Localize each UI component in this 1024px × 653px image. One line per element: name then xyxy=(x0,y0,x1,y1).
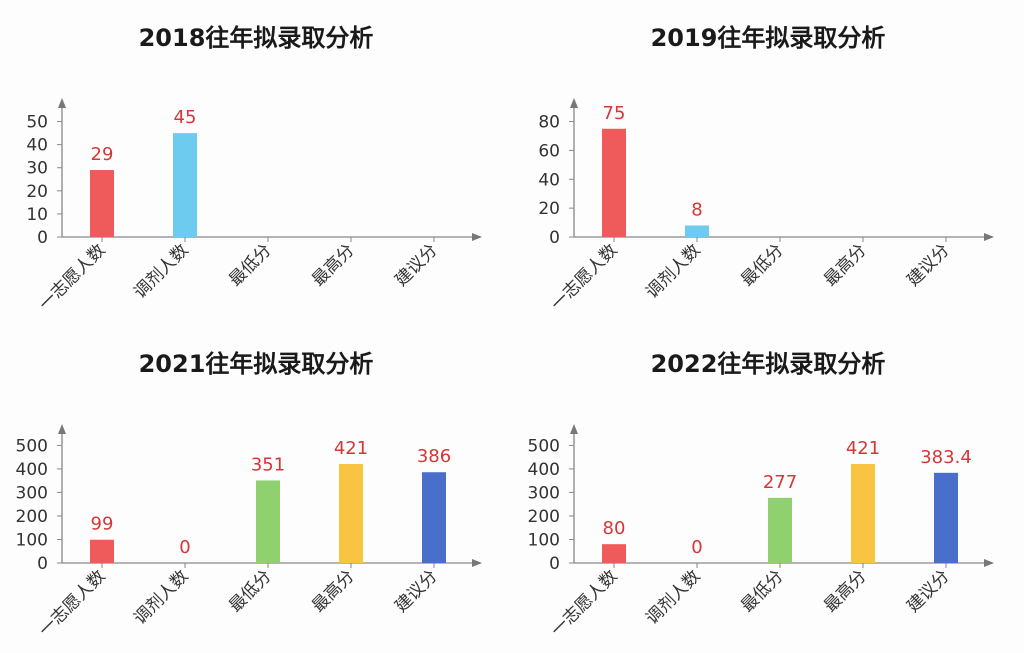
y-tick-label: 200 xyxy=(16,507,48,527)
chart-title: 2018往年拟录取分析 xyxy=(138,24,374,52)
x-tick-label: 最高分 xyxy=(820,240,870,290)
y-tick-label: 30 xyxy=(26,159,48,179)
x-tick-label: 最低分 xyxy=(225,566,275,616)
data-label: 75 xyxy=(603,103,626,124)
chart-title: 2019往年拟录取分析 xyxy=(650,24,886,52)
bar xyxy=(685,225,709,237)
y-tick-label: 400 xyxy=(528,460,560,480)
data-label: 277 xyxy=(763,472,797,493)
x-tick-label: 调剂人数 xyxy=(130,566,192,628)
x-axis-arrow xyxy=(472,559,482,567)
chart-panel-2022: 2022往年拟录取分析 0 100 200 300 400 500 一志愿人数 80 调剂人数 0… xyxy=(512,326,1024,652)
chart-panel-2018: 2018往年拟录取分析 0 10 20 30 40 50 一志愿人数 29 调剂人数 45 最低分最… xyxy=(0,0,512,326)
x-tick-label: 最高分 xyxy=(820,566,870,616)
bar xyxy=(602,544,626,563)
bar xyxy=(90,539,114,563)
y-tick-label: 20 xyxy=(26,182,48,202)
bar xyxy=(422,472,446,563)
bar-chart-svg: 0 100 200 300 400 500 一志愿人数 99 调剂人数 0 最低分 351 最高分 421… xyxy=(16,424,482,641)
y-axis-arrow xyxy=(58,98,66,108)
x-tick-label: 调剂人数 xyxy=(642,240,704,302)
data-label: 29 xyxy=(91,144,114,165)
y-tick-label: 500 xyxy=(528,436,560,456)
bar xyxy=(934,472,958,563)
y-tick-label: 60 xyxy=(538,141,560,161)
bar xyxy=(602,128,626,237)
bar xyxy=(173,133,197,237)
x-tick-label: 建议分 xyxy=(903,566,953,616)
x-tick-label: 建议分 xyxy=(391,566,441,616)
x-tick-label: 一志愿人数 xyxy=(547,240,621,314)
data-label: 45 xyxy=(174,107,197,128)
x-tick-label: 调剂人数 xyxy=(130,240,192,302)
data-label: 0 xyxy=(179,537,190,558)
x-tick-label: 一志愿人数 xyxy=(35,240,109,314)
y-tick-label: 400 xyxy=(16,460,48,480)
y-tick-label: 0 xyxy=(549,228,560,248)
chart-title: 2021往年拟录取分析 xyxy=(138,350,374,378)
chart-panel-2021: 2021往年拟录取分析 0 100 200 300 400 500 一志愿人数 99 调剂人数 0… xyxy=(0,326,512,652)
y-axis-arrow xyxy=(58,424,66,434)
y-tick-label: 40 xyxy=(26,136,48,156)
y-axis-arrow xyxy=(570,424,578,434)
y-tick-label: 20 xyxy=(538,199,560,219)
x-axis-arrow xyxy=(984,233,994,241)
y-tick-label: 500 xyxy=(16,436,48,456)
x-tick-label: 一志愿人数 xyxy=(547,566,621,640)
data-label: 351 xyxy=(251,454,285,475)
x-tick-label: 最低分 xyxy=(225,240,275,290)
x-axis-arrow xyxy=(984,559,994,567)
y-tick-label: 80 xyxy=(538,113,560,133)
y-tick-label: 0 xyxy=(37,228,48,248)
data-label: 99 xyxy=(91,514,114,535)
bar-chart-svg: 0 10 20 30 40 50 一志愿人数 29 调剂人数 45 最低分 最高分 建议分 xyxy=(26,98,482,315)
y-tick-label: 200 xyxy=(528,507,560,527)
y-tick-label: 50 xyxy=(26,113,48,133)
data-label: 421 xyxy=(334,438,368,459)
bar-chart-svg: 0 100 200 300 400 500 一志愿人数 80 调剂人数 0 最低分 277 最高分 421… xyxy=(528,424,994,641)
x-tick-label: 最高分 xyxy=(308,240,358,290)
y-tick-label: 300 xyxy=(528,483,560,503)
x-tick-label: 最高分 xyxy=(308,566,358,616)
y-axis-arrow xyxy=(570,98,578,108)
y-tick-label: 0 xyxy=(37,554,48,574)
bar xyxy=(851,463,875,563)
x-tick-label: 最低分 xyxy=(737,240,787,290)
data-label: 80 xyxy=(603,518,626,539)
x-axis-arrow xyxy=(472,233,482,241)
y-tick-label: 40 xyxy=(538,170,560,190)
y-tick-label: 0 xyxy=(549,554,560,574)
bar xyxy=(339,463,363,563)
bar xyxy=(768,497,792,563)
bar xyxy=(90,170,114,237)
data-label: 386 xyxy=(417,446,451,467)
y-tick-label: 300 xyxy=(16,483,48,503)
bar-chart-svg: 0 20 40 60 80 一志愿人数 75 调剂人数 8 最低分 最高分 建议分 xyxy=(538,98,994,315)
x-tick-label: 调剂人数 xyxy=(642,566,704,628)
x-tick-label: 一志愿人数 xyxy=(35,566,109,640)
bar xyxy=(256,480,280,563)
data-label: 0 xyxy=(691,537,702,558)
y-tick-label: 100 xyxy=(16,530,48,550)
data-label: 383.4 xyxy=(920,447,972,468)
y-tick-label: 10 xyxy=(26,205,48,225)
x-tick-label: 建议分 xyxy=(391,240,441,290)
data-label: 8 xyxy=(691,199,702,220)
x-tick-label: 最低分 xyxy=(737,566,787,616)
chart-title: 2022往年拟录取分析 xyxy=(650,350,886,378)
x-tick-label: 建议分 xyxy=(903,240,953,290)
y-tick-label: 100 xyxy=(528,530,560,550)
data-label: 421 xyxy=(846,438,880,459)
chart-panel-2019: 2019往年拟录取分析 0 20 40 60 80 一志愿人数 75 调剂人数 8 最低分 最高分建… xyxy=(512,0,1024,326)
